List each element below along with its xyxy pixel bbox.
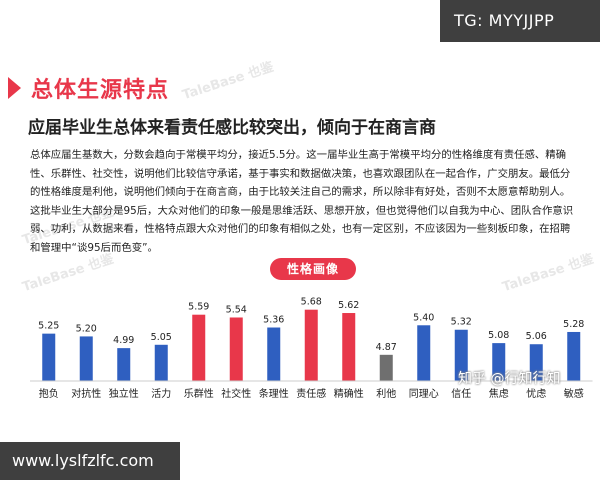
value-label: 5.28 [563, 319, 584, 330]
bar-对抗性 [79, 336, 93, 381]
value-label: 5.36 [263, 315, 284, 326]
bar-敏感 [567, 331, 581, 381]
category-label: 对抗性 [71, 387, 101, 400]
value-label: 5.59 [188, 302, 209, 313]
category-label: 责任感 [296, 387, 326, 400]
value-label: 5.25 [38, 321, 59, 332]
category-label: 活力 [151, 387, 171, 400]
value-label: 5.68 [301, 297, 322, 308]
category-label: 社交性 [221, 387, 251, 400]
category-label: 焦虑 [489, 387, 509, 400]
value-label: 5.62 [338, 300, 359, 311]
paragraph: 总体应届生基数大，分数会趋向于常模平均分，接近5.5分。这一届毕业生高于常模平均… [30, 149, 571, 198]
value-label: 4.87 [376, 342, 397, 353]
bar-信任 [454, 329, 468, 381]
bar-独立性 [117, 348, 131, 381]
bar-忧虑 [529, 344, 543, 381]
category-label: 抱负 [39, 387, 59, 400]
category-label: 乐群性 [184, 387, 214, 400]
url-badge: www.lyslfzlfc.com [0, 442, 180, 480]
category-label: 同理心 [409, 388, 439, 400]
bar-乐群性 [192, 314, 206, 381]
value-label: 5.20 [76, 323, 97, 334]
category-label: 独立性 [109, 387, 139, 400]
section-title: 总体生源特点 [31, 78, 170, 103]
value-label: 4.99 [113, 335, 134, 346]
category-label: 利他 [376, 387, 396, 400]
section-header: 总体生源特点 [8, 72, 169, 104]
bar-焦虑 [492, 343, 506, 381]
bar-精确性 [342, 313, 356, 381]
watermark: TaleBase 也鉴 [180, 59, 276, 104]
bar-同理心 [417, 325, 431, 381]
value-label: 5.08 [488, 330, 509, 341]
value-label: 5.54 [226, 304, 247, 315]
bar-利他 [379, 354, 393, 381]
paragraph: 这批毕业生大部分是95后，大众对他们的印象一般是思维活跃、思想开放，但也觉得他们… [30, 204, 574, 254]
zhihu-watermark: 知乎 @行知行知 [458, 371, 561, 387]
value-label: 5.05 [151, 332, 172, 343]
category-label: 敏感 [564, 387, 584, 400]
telegram-badge: TG: MYYJJPP [440, 0, 600, 42]
category-label: 忧虑 [526, 387, 546, 400]
subtitle: 应届毕业生总体来看责任感比较突出，倾向于在商言商 [28, 118, 436, 138]
value-label: 5.32 [451, 317, 472, 328]
chart-title: 性格画像 [270, 258, 356, 280]
bar-抱负 [42, 333, 56, 381]
bar-责任感 [304, 309, 318, 381]
play-arrow-icon [8, 77, 21, 99]
body-text: 总体应届生基数大，分数会趋向于常模平均分，接近5.5分。这一届毕业生高于常模平均… [30, 146, 575, 257]
category-label: 条理性 [259, 387, 289, 400]
value-label: 5.06 [526, 331, 547, 342]
value-label: 5.40 [413, 312, 434, 323]
category-label: 精确性 [334, 387, 364, 400]
bar-社交性 [229, 317, 243, 381]
bar-chart: 5.25 抱负 5.20 对抗性 4.99 独立性 5.05 活力 5.59 乐群性 5.54 社交性… [30, 297, 593, 400]
category-label: 信任 [451, 387, 471, 400]
bar-条理性 [267, 327, 281, 381]
bar-活力 [154, 344, 168, 381]
